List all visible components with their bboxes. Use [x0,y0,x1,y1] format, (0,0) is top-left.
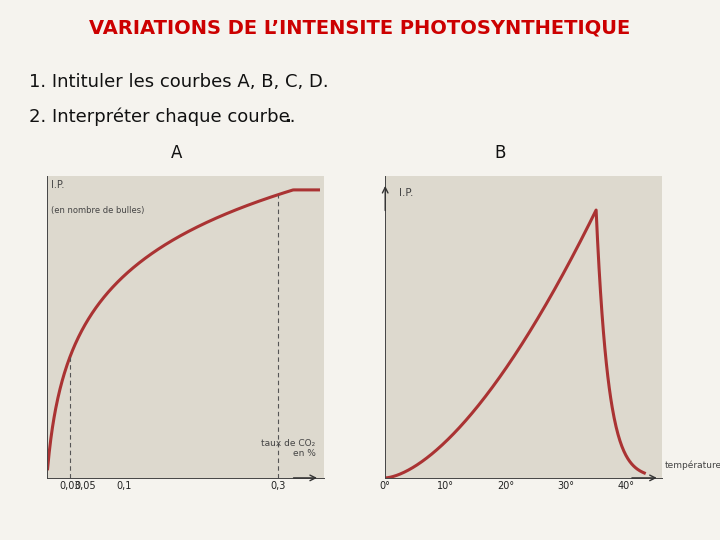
Text: 1. Intituler les courbes A, B, C, D.: 1. Intituler les courbes A, B, C, D. [29,73,328,91]
Text: I.P.: I.P. [399,187,413,198]
Text: 2. Interpréter chaque courbe.: 2. Interpréter chaque courbe. [29,108,295,126]
Text: température: température [665,461,720,470]
Text: B: B [495,144,506,162]
Text: A: A [171,144,182,162]
Text: VARIATIONS DE L’INTENSITE PHOTOSYNTHETIQUE: VARIATIONS DE L’INTENSITE PHOTOSYNTHETIQ… [89,19,631,38]
Text: I.P.: I.P. [51,180,64,190]
Text: (en nombre de bulles): (en nombre de bulles) [51,206,144,215]
Text: .: . [284,108,292,126]
Text: taux de CO₂
en %: taux de CO₂ en % [261,439,315,458]
